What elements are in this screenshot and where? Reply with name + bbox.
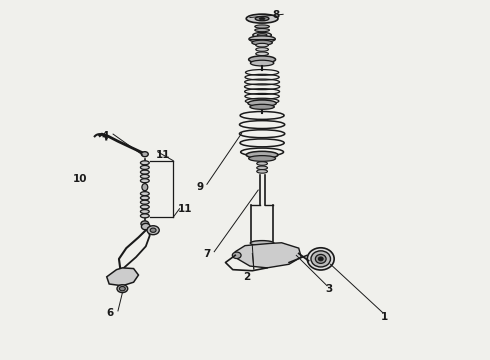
Text: 11: 11 bbox=[177, 204, 192, 215]
Text: 3: 3 bbox=[326, 284, 333, 294]
Ellipse shape bbox=[250, 104, 274, 109]
Ellipse shape bbox=[257, 166, 268, 170]
Ellipse shape bbox=[259, 18, 265, 20]
Polygon shape bbox=[235, 243, 301, 268]
Ellipse shape bbox=[250, 240, 274, 246]
Ellipse shape bbox=[141, 175, 149, 179]
Ellipse shape bbox=[257, 170, 268, 173]
Ellipse shape bbox=[147, 226, 159, 235]
Ellipse shape bbox=[142, 152, 148, 157]
Ellipse shape bbox=[117, 285, 128, 293]
Text: 8: 8 bbox=[272, 10, 279, 20]
Text: 9: 9 bbox=[196, 182, 203, 192]
Ellipse shape bbox=[255, 25, 270, 28]
Ellipse shape bbox=[253, 32, 271, 38]
Ellipse shape bbox=[248, 156, 275, 161]
Ellipse shape bbox=[141, 192, 149, 195]
Ellipse shape bbox=[232, 252, 241, 258]
Ellipse shape bbox=[141, 161, 149, 165]
Text: 1: 1 bbox=[381, 312, 388, 322]
Ellipse shape bbox=[311, 251, 331, 267]
Ellipse shape bbox=[246, 151, 278, 158]
Ellipse shape bbox=[120, 287, 125, 291]
Ellipse shape bbox=[142, 224, 150, 230]
Ellipse shape bbox=[256, 48, 269, 51]
Text: 10: 10 bbox=[73, 174, 88, 184]
Ellipse shape bbox=[141, 179, 149, 183]
Ellipse shape bbox=[141, 214, 149, 218]
Text: 11: 11 bbox=[156, 150, 171, 160]
Ellipse shape bbox=[249, 36, 275, 42]
Ellipse shape bbox=[141, 166, 149, 170]
Ellipse shape bbox=[141, 200, 149, 204]
Polygon shape bbox=[107, 268, 139, 286]
Ellipse shape bbox=[246, 14, 278, 23]
Ellipse shape bbox=[248, 56, 275, 63]
Ellipse shape bbox=[141, 210, 149, 213]
Text: 4: 4 bbox=[102, 131, 109, 141]
Ellipse shape bbox=[307, 248, 334, 270]
Ellipse shape bbox=[257, 162, 268, 165]
Ellipse shape bbox=[250, 60, 274, 66]
Ellipse shape bbox=[150, 228, 156, 232]
Text: 2: 2 bbox=[243, 272, 250, 282]
Ellipse shape bbox=[141, 205, 149, 209]
Ellipse shape bbox=[255, 28, 270, 32]
Ellipse shape bbox=[318, 257, 323, 261]
Text: 7: 7 bbox=[203, 248, 211, 258]
Ellipse shape bbox=[252, 40, 272, 45]
Ellipse shape bbox=[256, 52, 269, 55]
Ellipse shape bbox=[141, 221, 149, 226]
Ellipse shape bbox=[141, 170, 149, 174]
Ellipse shape bbox=[142, 184, 148, 191]
Ellipse shape bbox=[141, 196, 149, 200]
Ellipse shape bbox=[256, 43, 269, 47]
Ellipse shape bbox=[257, 34, 267, 37]
Ellipse shape bbox=[316, 255, 326, 264]
Ellipse shape bbox=[255, 17, 269, 21]
Ellipse shape bbox=[248, 100, 276, 107]
Text: 6: 6 bbox=[107, 309, 114, 318]
